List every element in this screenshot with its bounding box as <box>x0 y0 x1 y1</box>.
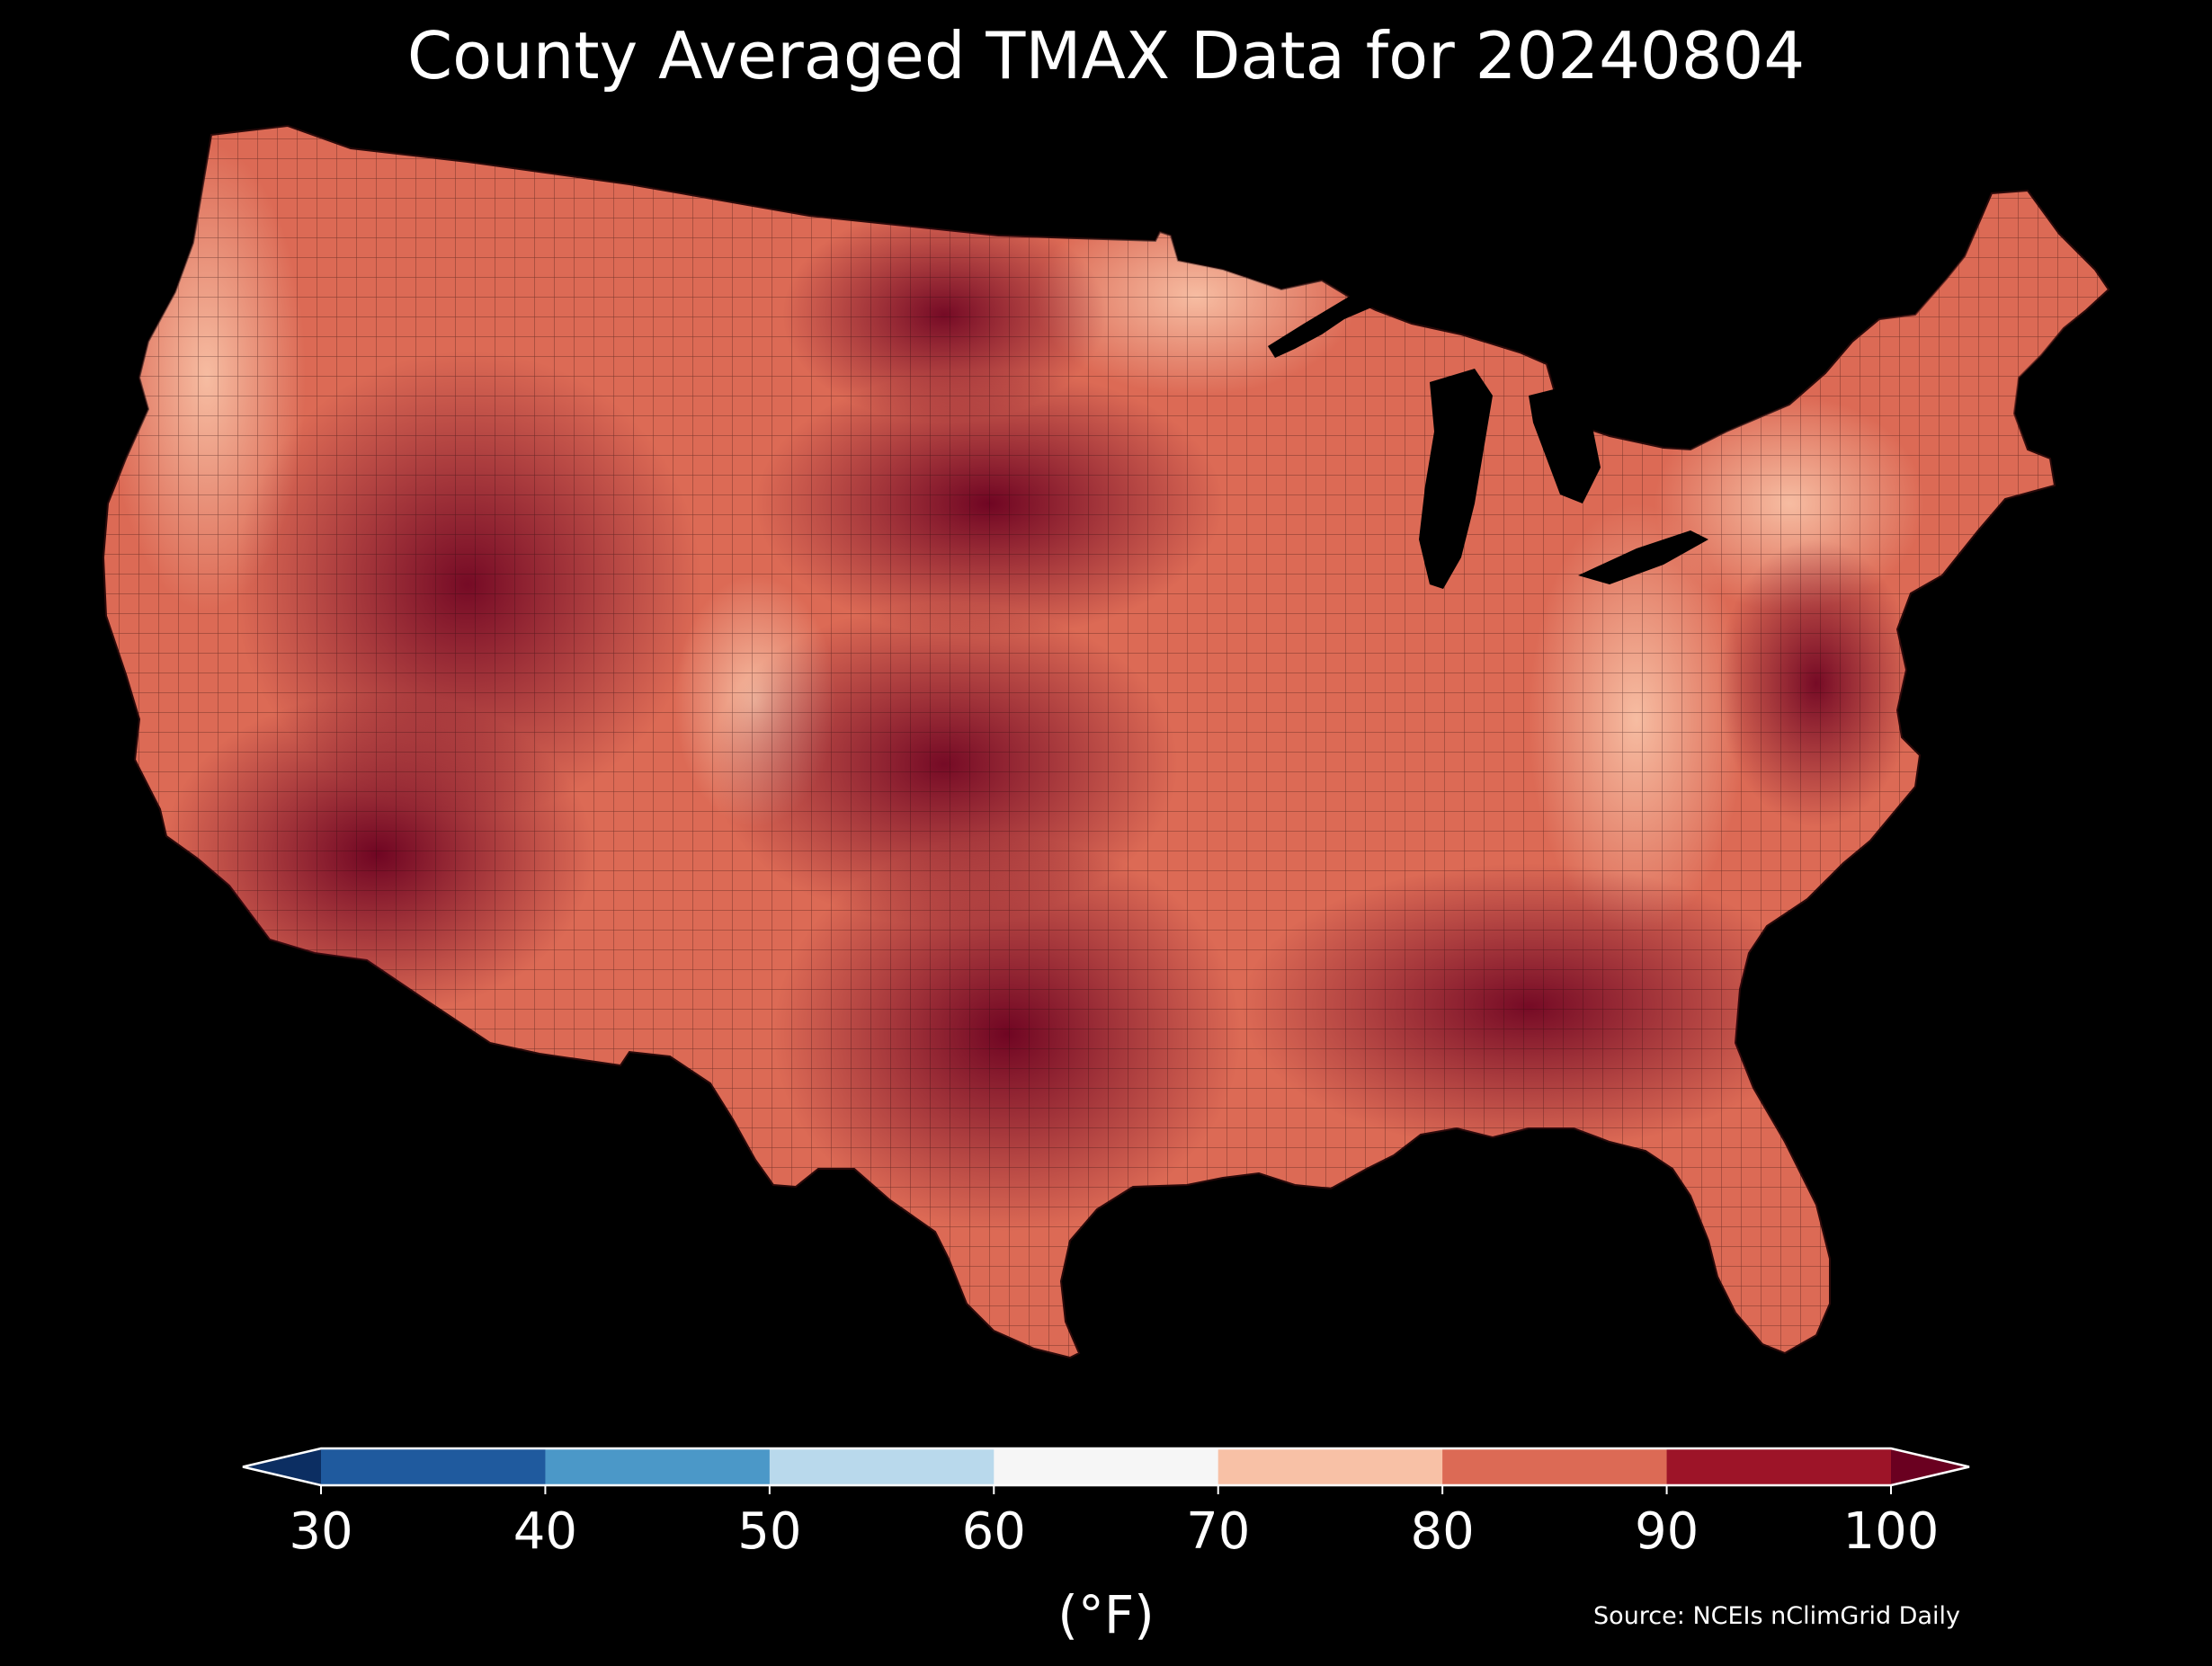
colorbar-tick-label: 70 <box>1186 1502 1250 1561</box>
colorbar-unit-label: (°F) <box>1057 1584 1155 1645</box>
colorbar-tick-label: 60 <box>962 1502 1026 1561</box>
colorbar-bin-40-50 <box>545 1448 771 1485</box>
colorbar-tick-label: 90 <box>1635 1502 1699 1561</box>
colorbar-bin-60-70 <box>994 1448 1219 1485</box>
colorbar: 30 40 50 60 70 80 90 100 <box>242 1447 1970 1561</box>
lake-erie <box>1578 530 1708 584</box>
lake-michigan <box>1419 369 1493 589</box>
colorbar-bin-80-90 <box>1442 1448 1668 1485</box>
colorbar-bin-50-60 <box>769 1448 995 1485</box>
colorbar-tick-label: 80 <box>1411 1502 1475 1561</box>
great-lakes <box>1268 286 1708 589</box>
colorbar-bin-70-80 <box>1217 1448 1443 1485</box>
colorbar-bin-90-100 <box>1666 1448 1892 1485</box>
lake-superior <box>1268 286 1385 358</box>
colorbar-tick-label: 50 <box>737 1502 801 1561</box>
colorbar-tick-label: 30 <box>289 1502 352 1561</box>
colorbar-over-arrow <box>1891 1448 1969 1485</box>
colorbar-bin-30-40 <box>321 1448 546 1485</box>
colorbar-tick-label: 40 <box>513 1502 577 1561</box>
colorbar-tick-label: 100 <box>1843 1502 1940 1561</box>
map-title: County Averaged TMAX Data for 20240804 <box>406 18 1806 94</box>
source-note: Source: NCEIs nClimGrid Daily <box>1593 1602 1960 1630</box>
colorbar-under-arrow <box>243 1448 321 1485</box>
lake-huron <box>1529 387 1601 503</box>
